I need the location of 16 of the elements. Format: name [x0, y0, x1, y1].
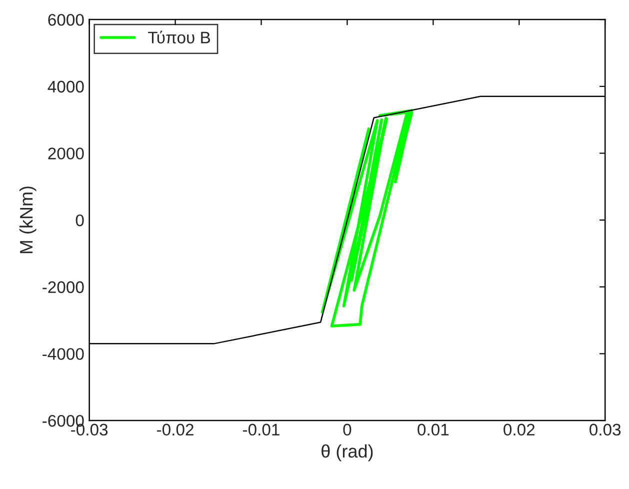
y-axis-title: M (kNm) [19, 186, 36, 254]
x-tick-label: -0.02 [157, 424, 194, 436]
x-tick-label: 0.02 [504, 424, 535, 436]
x-tick-label: 0 [343, 424, 352, 436]
y-tick-label: 0 [76, 214, 84, 226]
x-axis-title: θ (rad) [322, 444, 373, 462]
y-tick-label: -2000 [42, 281, 84, 294]
legend-label: Τύπου Β [148, 30, 210, 44]
line-series [320, 109, 414, 328]
x-tick-label: 0.03 [590, 424, 621, 436]
x-tick-label: -0.01 [242, 424, 280, 436]
y-tick-label: -4000 [42, 348, 84, 360]
y-tick-label: 2000 [48, 148, 84, 160]
y-tick-label: 4000 [48, 80, 84, 93]
y-tick-label: 6000 [48, 14, 84, 26]
x-tick-label: 0.01 [418, 424, 449, 436]
